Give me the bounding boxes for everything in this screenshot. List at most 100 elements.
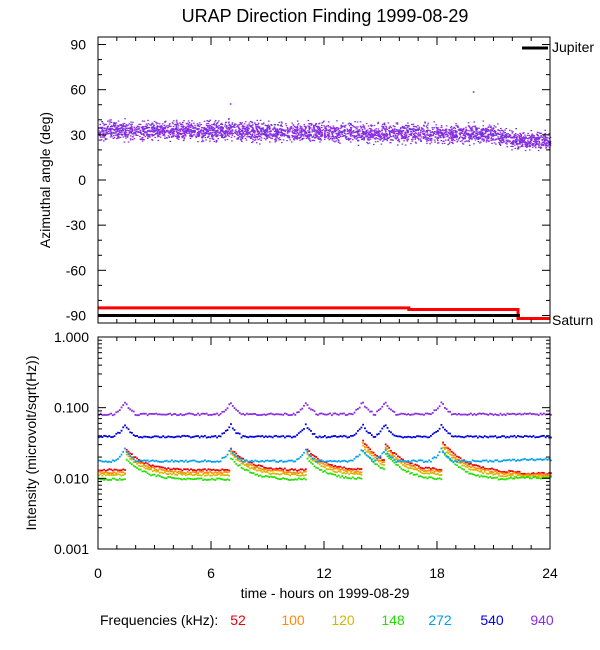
azimuth-point: [528, 136, 531, 139]
azimuth-point: [107, 120, 109, 122]
azimuth-point: [111, 133, 113, 135]
azimuth-point: [547, 142, 550, 144]
intensity-point: [416, 468, 418, 471]
intensity-point: [442, 441, 444, 444]
azimuth-point: [371, 134, 373, 136]
azimuth-point: [324, 133, 326, 135]
azimuth-point: [145, 132, 147, 134]
intensity-point: [134, 456, 137, 458]
azimuth-point: [287, 130, 289, 132]
azimuth-point: [283, 133, 285, 135]
azimuth-point: [442, 137, 445, 139]
intensity-point: [327, 472, 330, 475]
intensity-point: [515, 475, 517, 478]
azimuth-point: [474, 139, 477, 141]
intensity-point: [444, 453, 446, 456]
azimuth-point: [279, 128, 282, 130]
azimuth-point: [443, 142, 446, 144]
intensity-point: [103, 479, 105, 481]
azimuth-point: [278, 121, 281, 123]
intensity-point: [118, 455, 121, 458]
intensity-point: [386, 445, 389, 447]
azimuth-point: [429, 133, 431, 135]
azimuth-point: [468, 137, 470, 139]
intensity-point: [490, 467, 493, 470]
intensity-point: [348, 477, 351, 480]
intensity-point: [419, 475, 422, 477]
azimuth-point: [160, 128, 162, 130]
azimuth-point: [358, 131, 360, 133]
azimuth-point: [186, 122, 188, 124]
intensity-point: [155, 475, 158, 478]
intensity-point: [157, 460, 159, 463]
intensity-point: [343, 459, 345, 462]
azimuth-point: [401, 143, 404, 145]
intensity-point: [400, 462, 403, 465]
intensity-point: [379, 467, 382, 469]
azimuth-point: [465, 133, 467, 135]
azimuth-point: [163, 130, 165, 132]
azimuth-point: [476, 127, 479, 129]
azimuth-point: [486, 139, 488, 141]
intensity-point: [435, 473, 438, 476]
intensity-point: [271, 472, 274, 475]
azimuth-point: [456, 131, 458, 133]
intensity-point: [164, 471, 166, 474]
intensity-point: [240, 457, 243, 460]
azimuth-point: [497, 136, 499, 138]
azimuth-point: [240, 139, 242, 141]
azimuth-point: [378, 132, 380, 135]
azimuth-point: [538, 140, 540, 142]
azimuth-point: [310, 122, 312, 125]
azimuth-point: [253, 129, 256, 131]
intensity-point: [331, 464, 333, 466]
azimuth-point: [102, 132, 105, 134]
azimuth-point: [293, 137, 295, 140]
intensity-point: [475, 467, 477, 470]
intensity-point: [275, 473, 278, 475]
intensity-point: [365, 450, 368, 453]
intensity-point: [277, 469, 279, 472]
azimuth-point: [175, 127, 178, 129]
intensity-point: [541, 476, 544, 478]
azimuth-point: [198, 135, 201, 137]
azimuth-point: [540, 132, 543, 134]
azimuth-point: [538, 132, 541, 134]
azimuth-point: [228, 124, 231, 126]
intensity-point: [211, 461, 213, 463]
azimuth-point: [296, 129, 299, 131]
azimuth-point: [379, 136, 382, 138]
intensity-point: [452, 456, 455, 459]
intensity-point: [456, 461, 458, 463]
intensity-point: [103, 460, 105, 463]
azimuth-point: [197, 131, 200, 133]
azimuth-point: [135, 128, 138, 131]
azimuth-point: [421, 131, 424, 133]
azimuth-point: [302, 135, 305, 137]
azimuth-point: [151, 134, 154, 136]
azimuth-point: [147, 123, 150, 125]
intensity-point: [447, 447, 450, 450]
azimuth-point: [144, 136, 147, 138]
azimuth-point: [334, 136, 337, 138]
azimuth-point: [378, 134, 380, 137]
azimuth-point: [180, 128, 183, 130]
azimuth-point: [274, 139, 276, 141]
azimuth-point: [105, 128, 108, 130]
azimuth-point: [101, 121, 103, 123]
azimuth-point: [403, 126, 406, 128]
intensity-point: [115, 472, 118, 475]
azimuth-point: [453, 136, 456, 138]
azimuth-point: [470, 137, 472, 139]
azimuth-point: [305, 127, 307, 129]
azimuth-point: [517, 146, 519, 148]
azimuth-point: [412, 130, 415, 132]
intensity-point: [433, 456, 436, 459]
intensity-point: [181, 459, 184, 462]
azimuth-point: [249, 126, 252, 128]
azimuth-point: [395, 130, 398, 132]
azimuth-point: [226, 132, 229, 134]
azimuth-point: [423, 124, 425, 126]
intensity-point: [322, 460, 325, 463]
intensity-point: [98, 478, 100, 480]
